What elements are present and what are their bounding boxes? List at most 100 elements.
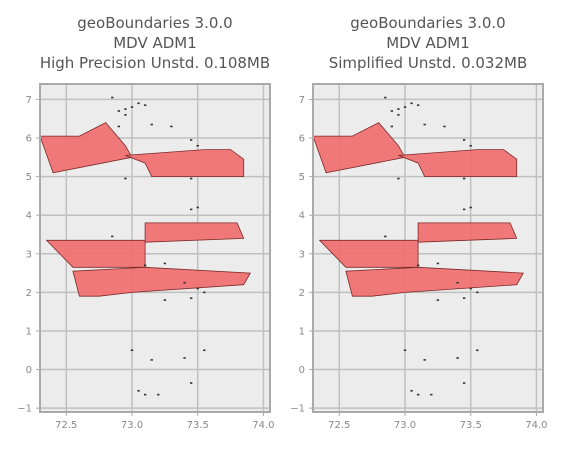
admin-region-polygon <box>39 122 133 174</box>
island-mark <box>137 102 140 105</box>
y-tick-label: 0 <box>26 365 32 376</box>
island-mark <box>476 349 479 352</box>
island-mark <box>416 264 420 267</box>
island-mark <box>111 96 114 99</box>
chart-title-line-2: MDV ADM1 <box>386 34 470 52</box>
map-panel-high-precision: geoBoundaries 3.0.0 MDV ADM1 High Precis… <box>17 14 274 431</box>
island-markers <box>384 96 479 396</box>
admin-region-polygon <box>345 266 524 297</box>
y-tick-label: 3 <box>26 249 32 260</box>
island-mark <box>430 393 433 396</box>
island-mark <box>462 297 466 299</box>
island-mark <box>130 349 134 352</box>
admin-region-polygon <box>72 266 251 297</box>
y-tick-label: 0 <box>299 365 305 376</box>
island-mark <box>436 299 440 301</box>
island-mark <box>397 114 400 116</box>
y-tick-label: 4 <box>299 211 305 222</box>
y-tick-label: 5 <box>299 172 305 183</box>
island-mark <box>384 235 387 238</box>
island-mark <box>410 102 413 105</box>
island-mark <box>150 123 153 126</box>
island-mark <box>436 262 440 265</box>
island-mark <box>203 291 206 294</box>
island-mark <box>183 281 186 284</box>
axis-ticks: 72.5 73.0 73.5 74.0 −1 0 1 2 3 4 5 6 7 <box>290 95 547 431</box>
plot-frame <box>39 83 271 413</box>
y-tick-label: 7 <box>299 95 305 106</box>
y-tick-label: 4 <box>26 211 32 222</box>
x-tick-label: 73.0 <box>121 420 143 431</box>
island-mark <box>189 177 193 180</box>
island-mark <box>397 108 400 110</box>
island-mark <box>416 393 420 396</box>
y-tick-label: −1 <box>17 404 32 415</box>
x-tick-label: 73.5 <box>460 420 482 431</box>
y-tick-label: −1 <box>290 404 305 415</box>
island-mark <box>163 299 167 301</box>
island-mark <box>124 177 127 180</box>
island-mark <box>150 359 153 361</box>
island-mark <box>416 104 420 107</box>
island-mark <box>469 144 472 147</box>
y-tick-label: 5 <box>26 172 32 183</box>
chart-title-line-2: MDV ADM1 <box>113 34 197 52</box>
island-mark <box>189 382 193 384</box>
island-mark <box>423 123 426 126</box>
map-panel-simplified: geoBoundaries 3.0.0 MDV ADM1 Simplified … <box>290 14 547 431</box>
island-mark <box>397 177 400 180</box>
island-mark <box>189 297 193 299</box>
island-mark <box>163 262 167 265</box>
island-mark <box>203 349 206 352</box>
admin-regions <box>39 122 251 297</box>
x-tick-label: 73.0 <box>394 420 416 431</box>
y-tick-label: 1 <box>26 326 32 337</box>
island-mark <box>443 125 446 128</box>
chart-title-line-1: geoBoundaries 3.0.0 <box>350 14 505 32</box>
island-mark <box>469 206 472 209</box>
island-mark <box>476 291 479 294</box>
island-mark <box>117 110 121 112</box>
island-mark <box>196 144 199 147</box>
island-mark <box>456 281 459 284</box>
island-mark <box>137 389 140 392</box>
admin-region-polygon <box>144 222 245 243</box>
island-mark <box>143 264 147 267</box>
island-mark <box>462 177 466 180</box>
island-mark <box>456 357 459 359</box>
axis-ticks: 72.5 73.0 73.5 74.0 −1 0 1 2 3 4 5 6 7 <box>17 95 274 431</box>
island-mark <box>183 357 186 359</box>
island-mark <box>423 359 426 361</box>
island-mark <box>462 139 466 141</box>
island-mark <box>124 114 127 116</box>
y-tick-label: 6 <box>299 134 305 145</box>
y-tick-label: 2 <box>299 288 305 299</box>
island-mark <box>390 110 394 112</box>
admin-region-polygon <box>45 239 146 268</box>
island-mark <box>143 393 147 396</box>
y-tick-label: 7 <box>26 95 32 106</box>
plot-frame <box>312 83 544 413</box>
island-mark <box>462 382 466 384</box>
x-tick-label: 74.0 <box>525 420 547 431</box>
admin-region-polygon <box>398 149 518 178</box>
y-tick-label: 2 <box>26 288 32 299</box>
chart-title-line-1: geoBoundaries 3.0.0 <box>77 14 232 32</box>
island-mark <box>462 208 466 211</box>
island-mark <box>189 208 193 211</box>
island-mark <box>410 389 413 392</box>
island-mark <box>143 104 147 107</box>
chart-title-line-3: Simplified Unstd. 0.032MB <box>329 54 528 72</box>
island-mark <box>196 287 199 290</box>
admin-region-polygon <box>312 122 406 174</box>
island-mark <box>469 287 472 290</box>
admin-region-polygon <box>417 222 518 243</box>
admin-regions <box>312 122 524 297</box>
x-tick-label: 72.5 <box>328 420 350 431</box>
island-mark <box>403 349 407 352</box>
admin-region-polygon <box>125 149 245 178</box>
island-mark <box>390 125 394 128</box>
island-mark <box>124 108 127 110</box>
y-tick-label: 1 <box>299 326 305 337</box>
